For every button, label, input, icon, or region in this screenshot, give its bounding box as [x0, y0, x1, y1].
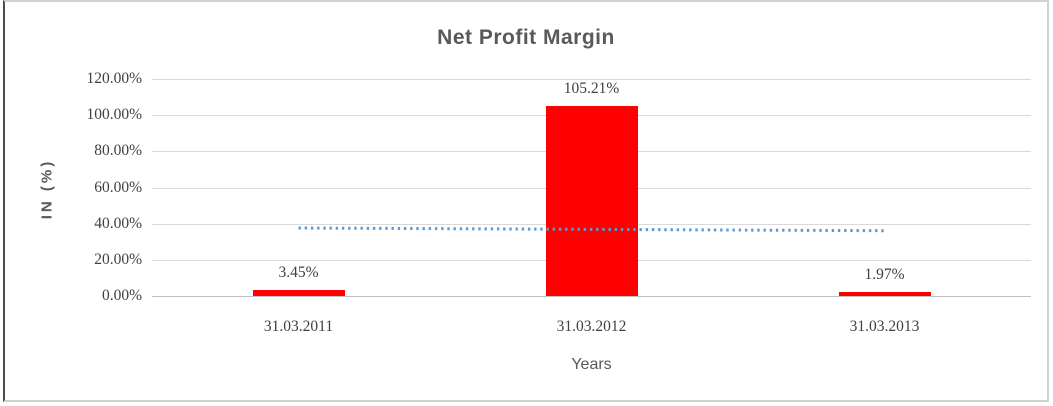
y-tick-label: 80.00%	[94, 142, 142, 160]
chart-title: Net Profit Margin	[437, 26, 615, 49]
y-tick-label: 20.00%	[94, 250, 142, 268]
x-tick-label: 31.03.2013	[849, 318, 920, 335]
bar-value-label: 105.21%	[563, 79, 620, 97]
x-axis-title: Years	[571, 356, 612, 373]
bar-value-label: 3.45%	[278, 263, 319, 281]
gridline	[152, 79, 1031, 80]
bar-value-label: 1.97%	[864, 266, 905, 284]
x-tick-label: 31.03.2011	[263, 318, 334, 335]
y-tick-label: 120.00%	[86, 70, 142, 87]
bar-31.03.2012	[545, 105, 638, 296]
y-tick-label: 0.00%	[101, 287, 142, 304]
x-tick-label: 31.03.2012	[556, 318, 627, 335]
y-tick-label: 40.00%	[94, 214, 142, 232]
gridline	[152, 296, 1031, 297]
chart-frame: Net Profit Margin IN (%) 0.00% 20.00% 40.0…	[3, 0, 1049, 402]
y-tick-label: 100.00%	[86, 106, 142, 124]
trendline-layer	[298, 226, 885, 233]
y-tick-label: 60.00%	[94, 178, 142, 196]
bar-31.03.2013	[838, 292, 931, 296]
bar-31.03.2011	[252, 289, 345, 296]
